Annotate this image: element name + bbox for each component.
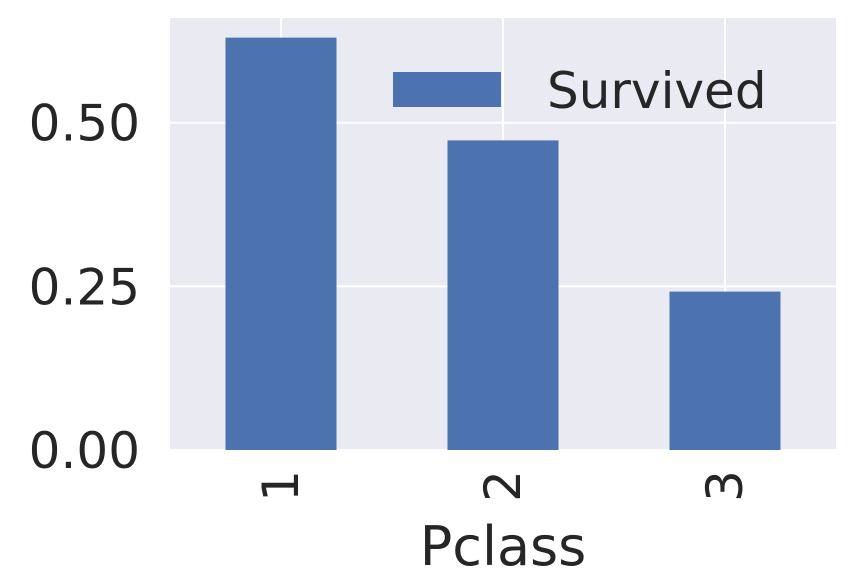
x-axis-ticks: 1 2 3: [252, 470, 754, 502]
x-tick-label: 3: [696, 470, 754, 502]
y-tick-label: 0.25: [29, 258, 140, 316]
x-axis-title: Pclass: [420, 515, 587, 578]
bars: [225, 37, 781, 451]
y-tick-label: 0.50: [29, 95, 140, 153]
bar-3: [669, 291, 781, 450]
x-tick-label: 2: [474, 470, 532, 502]
legend: Survived: [393, 62, 767, 120]
legend-swatch-survived: [393, 72, 501, 107]
bar-1: [225, 37, 337, 451]
legend-label-survived: Survived: [547, 62, 767, 120]
x-tick-label: 1: [252, 470, 310, 502]
y-tick-label: 0.00: [29, 422, 140, 480]
y-axis-ticks: 0.00 0.25 0.50: [29, 95, 140, 480]
bar-2: [447, 140, 559, 450]
